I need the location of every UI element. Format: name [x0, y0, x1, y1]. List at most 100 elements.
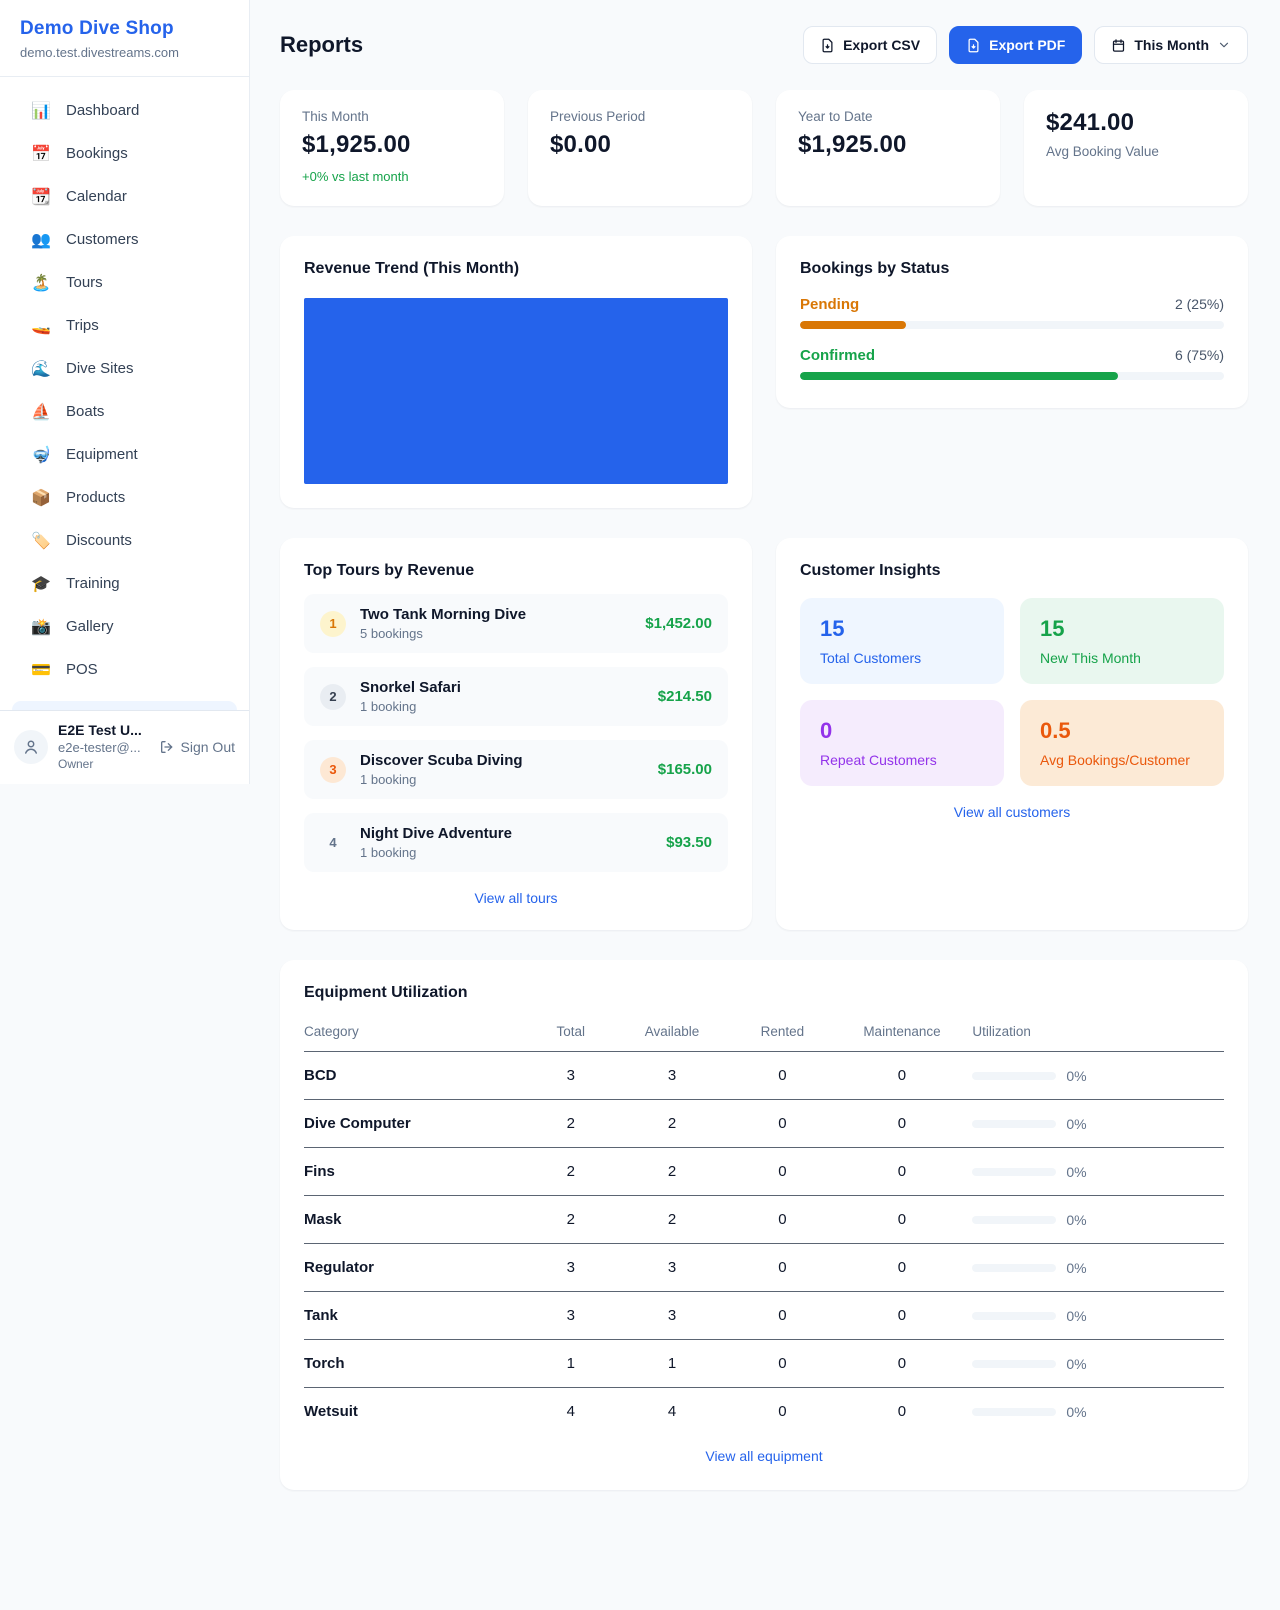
insight-total-customers: 15 Total Customers [800, 598, 1004, 684]
equip-total: 3 [524, 1243, 617, 1292]
sign-out-button[interactable]: Sign Out [159, 739, 235, 755]
status-row-confirmed: Confirmed 6 (75%) [800, 347, 1224, 380]
sidebar-item-training[interactable]: 🎓 Training [0, 562, 249, 605]
period-label: This Month [1134, 37, 1209, 53]
column-header: Utilization [966, 1016, 1224, 1052]
insight-value: 15 [820, 616, 845, 641]
equip-available: 3 [616, 1051, 728, 1100]
rank-badge: 3 [320, 756, 346, 783]
equip-maintenance: 0 [897, 1403, 907, 1420]
user-email: e2e-tester@... [58, 740, 141, 755]
sidebar-item-equipment[interactable]: 🤿 Equipment [0, 433, 249, 476]
top-tours-card: Top Tours by Revenue 1 Two Tank Morning … [280, 538, 752, 930]
period-select-dropdown[interactable]: This Month [1094, 26, 1248, 64]
stat-label: Year to Date [798, 109, 873, 124]
sidebar-item-trips[interactable]: 🚤 Trips [0, 304, 249, 347]
top-tours-title: Top Tours by Revenue [304, 562, 475, 579]
utilization-pct: 0% [1066, 1259, 1087, 1276]
column-header: Total [524, 1016, 617, 1052]
brand: Demo Dive Shop demo.test.divestreams.com [0, 0, 249, 77]
user-role: Owner [58, 757, 94, 771]
equip-rented: 0 [727, 1339, 838, 1388]
view-all-equipment-link[interactable]: View all equipment [705, 1448, 823, 1464]
sidebar-item-label: Dive Sites [66, 360, 134, 377]
utilization-pct: 0% [1066, 1115, 1087, 1132]
camera-icon: 📸 [31, 618, 51, 636]
equip-maintenance: 0 [837, 1195, 967, 1244]
insight-value: 15 [1040, 616, 1065, 641]
sidebar-item-customers[interactable]: 👥 Customers [0, 218, 249, 261]
tag-icon: 🏷️ [31, 532, 51, 550]
equip-available: 1 [616, 1339, 728, 1388]
sidebar-item-gallery[interactable]: 📸 Gallery [0, 605, 249, 648]
tour-name: Night Dive Adventure [360, 825, 512, 842]
stat-label: This Month [302, 109, 369, 124]
sidebar-item-products[interactable]: 📦 Products [0, 476, 249, 519]
export-csv-button[interactable]: Export CSV [803, 26, 938, 64]
sidebar-item-reports-active-partial[interactable] [12, 701, 237, 710]
graduation-cap-icon: 🎓 [31, 575, 51, 593]
sidebar-item-label: Gallery [66, 618, 114, 635]
insight-label: Total Customers [820, 650, 922, 666]
equip-available: 3 [616, 1243, 728, 1292]
status-bar-fill [800, 321, 906, 329]
equip-total: 4 [566, 1403, 575, 1420]
sidebar-item-bookings[interactable]: 📅 Bookings [0, 132, 249, 175]
utilization-pct: 0% [1066, 1307, 1087, 1324]
equip-rented: 0 [727, 1147, 838, 1196]
customer-insights-title: Customer Insights [800, 562, 941, 579]
status-label: Confirmed [800, 347, 875, 364]
table-row: Tank 3 3 0 0 0% [304, 1291, 1224, 1340]
insight-value: 0.5 [1040, 718, 1071, 743]
sidebar-item-dashboard[interactable]: 📊 Dashboard [0, 89, 249, 132]
equip-total: 2 [524, 1195, 617, 1244]
sidebar-item-pos[interactable]: 💳 POS [0, 648, 249, 691]
diving-mask-icon: 🤿 [31, 446, 51, 464]
avatar [14, 729, 48, 764]
sidebar-item-boats[interactable]: ⛵ Boats [0, 390, 249, 433]
bookings-by-status-card: Bookings by Status Pending 2 (25%) Confi… [776, 236, 1248, 408]
sidebar-item-calendar[interactable]: 📆 Calendar [0, 175, 249, 218]
status-label: Pending [800, 296, 860, 313]
table-row: Dive Computer 2 2 0 0 0% [304, 1099, 1224, 1148]
status-bar-track [800, 321, 1224, 329]
sidebar-item-discounts[interactable]: 🏷️ Discounts [0, 519, 249, 562]
sidebar-item-label: Dashboard [66, 102, 140, 119]
sidebar-item-label: Products [66, 489, 126, 506]
view-all-tours-link[interactable]: View all tours [474, 890, 558, 906]
credit-card-icon: 💳 [31, 661, 51, 679]
equip-category: BCD [304, 1051, 525, 1100]
equip-total: 3 [524, 1291, 617, 1340]
rank-badge: 2 [320, 683, 346, 710]
equipment-utilization-title: Equipment Utilization [304, 984, 468, 1001]
stat-value: $0.00 [550, 131, 612, 158]
stat-card-year-to-date: Year to Date $1,925.00 [776, 90, 1000, 206]
wave-icon: 🌊 [31, 360, 51, 378]
bookings-calendar-icon: 📅 [31, 145, 51, 163]
sign-out-icon [159, 739, 175, 755]
export-pdf-button[interactable]: Export PDF [949, 26, 1083, 64]
sidebar-item-dive-sites[interactable]: 🌊 Dive Sites [0, 347, 249, 390]
tour-bookings: 1 booking [360, 699, 417, 714]
equip-maintenance: 0 [837, 1051, 967, 1100]
tour-amount: $165.00 [657, 761, 712, 778]
sidebar-item-label: Trips [66, 317, 99, 334]
equip-rented: 0 [727, 1195, 838, 1244]
view-all-customers-link[interactable]: View all customers [953, 804, 1071, 820]
page-header: Reports Export CSV Export PDF [280, 26, 1248, 64]
sidebar-item-label: Bookings [66, 145, 128, 162]
stat-cards: This Month $1,925.00 +0% vs last month P… [280, 90, 1248, 206]
shop-subdomain: demo.test.divestreams.com [20, 45, 179, 60]
equip-category: Dive Computer [304, 1099, 525, 1148]
sidebar: Demo Dive Shop demo.test.divestreams.com… [0, 0, 250, 784]
equipment-table: Category Total Available Rented Maintena… [304, 1016, 1224, 1426]
column-header: Maintenance [837, 1016, 967, 1052]
stat-card-previous-period: Previous Period $0.00 [528, 90, 752, 206]
equip-maintenance: 0 [837, 1243, 967, 1292]
table-row: Mask 2 2 0 0 0% [304, 1195, 1224, 1244]
revenue-trend-bar-chart [304, 298, 728, 484]
main-content: Reports Export CSV Export PDF [250, 0, 1280, 1550]
tour-amount: $1,452.00 [645, 615, 712, 632]
sidebar-item-tours[interactable]: 🏝️ Tours [0, 261, 249, 304]
file-download-icon [966, 38, 981, 53]
